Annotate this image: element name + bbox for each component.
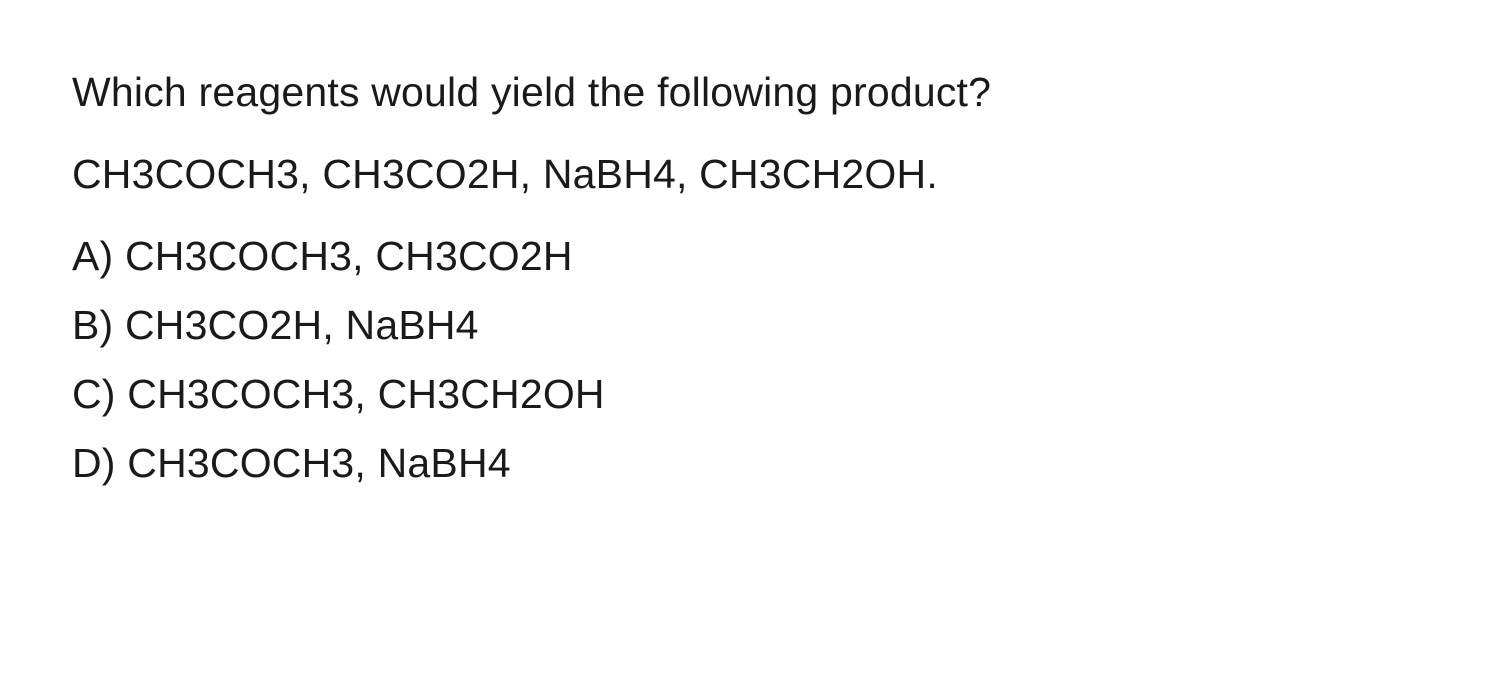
option-text: CH3COCH3, CH3CH2OH: [127, 371, 604, 417]
option-text: CH3COCH3, CH3CO2H: [125, 233, 573, 279]
question-prompt: Which reagents would yield the following…: [72, 72, 1428, 113]
option-text: CH3CO2H, NaBH4: [125, 302, 479, 348]
option-label: D): [72, 440, 116, 486]
option-label: A): [72, 233, 113, 279]
question-page: Which reagents would yield the following…: [0, 0, 1500, 688]
option-c: C) CH3COCH3, CH3CH2OH: [72, 374, 1428, 415]
option-a: A) CH3COCH3, CH3CO2H: [72, 236, 1428, 277]
option-label: C): [72, 371, 116, 417]
question-given-list: CH3COCH3, CH3CO2H, NaBH4, CH3CH2OH.: [72, 154, 1428, 195]
option-label: B): [72, 302, 113, 348]
option-d: D) CH3COCH3, NaBH4: [72, 443, 1428, 484]
option-b: B) CH3CO2H, NaBH4: [72, 305, 1428, 346]
option-text: CH3COCH3, NaBH4: [127, 440, 511, 486]
